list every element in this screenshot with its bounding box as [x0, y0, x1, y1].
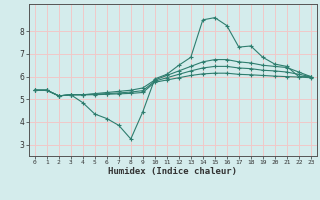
X-axis label: Humidex (Indice chaleur): Humidex (Indice chaleur)	[108, 167, 237, 176]
